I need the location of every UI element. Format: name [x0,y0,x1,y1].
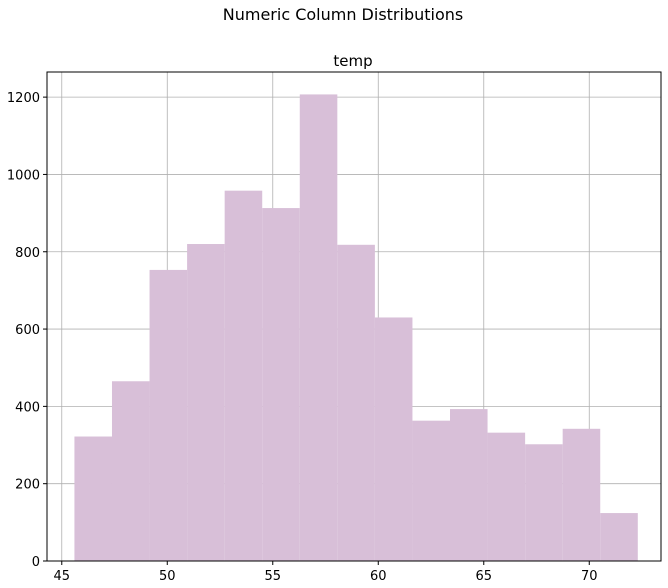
x-axis-ticks: 45 50 55 60 65 70 [53,561,598,584]
y-tick-label: 200 [15,478,40,493]
x-tick-label: 55 [264,569,281,584]
subplot-title: temp [333,52,372,70]
axes-frame [46,71,662,562]
x-tick-label: 60 [370,569,387,584]
x-tick-label: 50 [159,569,176,584]
histogram-bar [337,244,375,561]
axes [46,71,662,562]
histogram-bar [74,436,112,561]
histogram-bar [562,428,601,561]
y-tick-label: 1200 [7,91,40,106]
y-tick-label: 800 [15,246,40,261]
histogram-bar [224,190,263,561]
y-tick-label: 400 [15,400,40,415]
histogram-bar [111,381,150,561]
histogram-bars [74,94,638,561]
figure-title: Numeric Column Distributions [223,5,463,24]
y-tick-label: 1000 [7,168,40,183]
y-axis-ticks: 0 200 400 600 800 1000 1200 [7,91,47,570]
histogram-bar [187,244,225,561]
histogram-bar [487,432,526,561]
x-tick-label: 65 [475,569,492,584]
histogram-bar [600,513,638,561]
histogram-bar [450,409,488,561]
grid-lines [47,72,661,562]
y-tick-label: 600 [15,323,40,338]
histogram-bar [262,208,300,561]
x-tick-label: 45 [53,569,70,584]
histogram-bar [299,94,338,561]
x-tick-label: 70 [581,569,598,584]
histogram-bar [412,420,451,561]
histogram-bar [374,317,413,561]
y-tick-label: 0 [32,555,40,570]
histogram-bar [149,269,188,561]
histogram-bar [525,444,563,561]
